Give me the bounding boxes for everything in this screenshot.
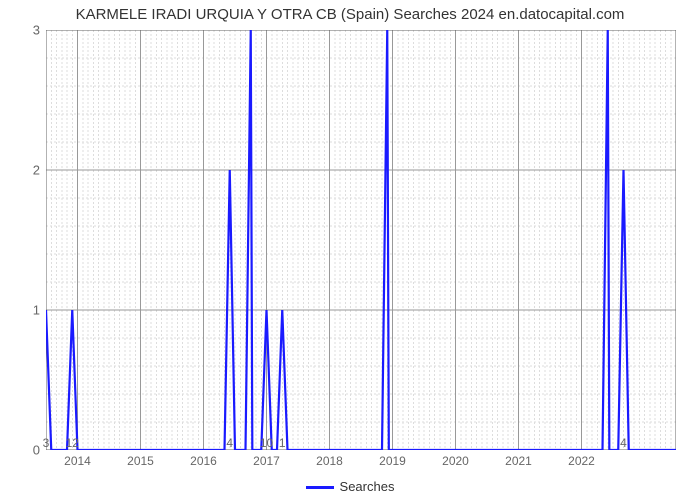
x-tick-label: 2018 — [316, 454, 343, 468]
legend-swatch — [306, 486, 334, 489]
x-tick-label: 2014 — [64, 454, 91, 468]
x-tick-label: 2016 — [190, 454, 217, 468]
x-tick-label: 2022 — [568, 454, 595, 468]
peak-value-label: 10 — [260, 436, 273, 450]
y-tick-label: 1 — [10, 303, 40, 318]
chart-title: KARMELE IRADI URQUIA Y OTRA CB (Spain) S… — [0, 6, 700, 23]
x-tick-label: 2019 — [379, 454, 406, 468]
peak-value-label: 12 — [66, 436, 79, 450]
peak-value-label: 3 — [43, 436, 50, 450]
y-tick-label: 3 — [10, 23, 40, 38]
chart-container: KARMELE IRADI URQUIA Y OTRA CB (Spain) S… — [0, 0, 700, 500]
peak-value-label: 1 — [279, 436, 286, 450]
x-tick-label: 2017 — [253, 454, 280, 468]
x-tick-label: 2021 — [505, 454, 532, 468]
x-tick-label: 2015 — [127, 454, 154, 468]
y-tick-label: 2 — [10, 163, 40, 178]
peak-value-label: 4 — [620, 436, 627, 450]
legend-label: Searches — [340, 479, 395, 494]
chart-legend: Searches — [0, 479, 700, 494]
y-tick-label: 0 — [10, 443, 40, 458]
x-tick-label: 2020 — [442, 454, 469, 468]
peak-value-label: 4 — [226, 436, 233, 450]
chart-plot-area — [46, 30, 676, 450]
